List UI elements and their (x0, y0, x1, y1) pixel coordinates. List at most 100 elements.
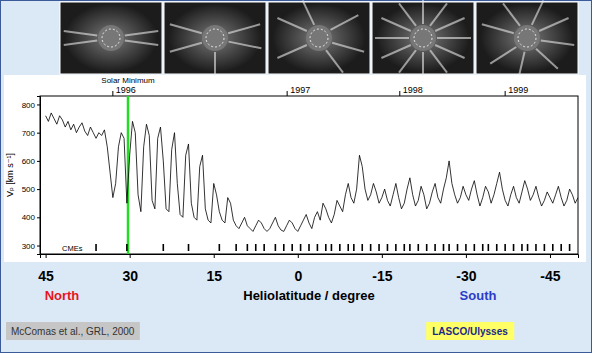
cme-mark (417, 244, 419, 251)
image-streamer (503, 3, 520, 26)
cme-mark (331, 244, 333, 251)
cme-mark (504, 244, 506, 251)
hemisphere-label: North (45, 288, 80, 303)
image-streamer (490, 47, 516, 64)
x-tick-mark (46, 254, 47, 258)
y-tick-mark (37, 133, 40, 134)
speed-line (46, 113, 578, 232)
image-streamer (170, 24, 202, 33)
image-streamer (399, 3, 416, 26)
x-tick: 30 (122, 254, 138, 284)
cme-mark (325, 244, 327, 251)
year-tick (505, 91, 506, 96)
image-streamer (214, 52, 216, 78)
coronagraph-image (60, 2, 162, 74)
x-tick-label: 30 (122, 268, 138, 284)
x-axis-title: Heliolatitude / degree (243, 288, 374, 303)
x-tick: -30 (456, 254, 476, 284)
cme-mark (521, 244, 523, 251)
solar-limb (102, 29, 120, 47)
plot-area (46, 96, 578, 254)
y-tick-mark (37, 217, 40, 218)
image-frame (476, 2, 578, 74)
occulter-disk (410, 25, 436, 51)
cme-mark (317, 244, 319, 251)
cme-mark (247, 244, 249, 251)
cme-mark (387, 244, 389, 251)
solar-limb (518, 29, 536, 47)
source-box (6, 322, 140, 340)
x-tick-mark (214, 254, 215, 258)
cme-mark (488, 244, 490, 251)
y-axis-title: Vₚ [km s⁻¹] (5, 153, 15, 197)
cme-mark (255, 244, 257, 251)
image-streamer (430, 50, 447, 73)
y-tick: 600 (22, 157, 40, 166)
coronagraph-image (268, 0, 370, 74)
annotation-label: Solar Minimum (101, 76, 155, 85)
occulter-disk (514, 25, 540, 51)
x-tick-mark (298, 254, 299, 258)
y-tick-mark (37, 104, 40, 105)
image-frame (268, 2, 370, 74)
image-streamer (541, 40, 574, 45)
image-streamer (332, 43, 364, 52)
cme-mark (403, 244, 405, 251)
cme-mark (291, 244, 293, 251)
cme-mark (263, 244, 265, 251)
cme-mark (409, 244, 411, 251)
plot-frame (40, 96, 578, 254)
image-streamer (125, 40, 158, 45)
cme-mark (395, 244, 397, 251)
image-glow (481, 4, 573, 72)
coronagraph-image (372, 0, 474, 78)
cme-mark (560, 244, 562, 251)
image-streamer (170, 43, 202, 52)
credit-box (426, 322, 514, 340)
chart-panel (4, 75, 586, 262)
x-tick-mark (130, 254, 131, 258)
y-axis: 300400500600700800 (22, 97, 41, 255)
x-tick-mark (382, 254, 383, 258)
credit-text: LASCO/Ulysses (432, 326, 508, 337)
x-tick-mark (466, 254, 467, 258)
cme-mark (378, 244, 380, 251)
image-streamer (437, 37, 471, 39)
cme-mark (370, 244, 372, 251)
x-tick: 0 (294, 254, 302, 284)
image-streamer (381, 18, 410, 31)
cme-mark (552, 244, 554, 251)
page-border (1, 1, 592, 353)
cme-mark (544, 244, 546, 251)
image-streamer (277, 45, 306, 58)
cme-mark (457, 244, 459, 251)
cme-mark (353, 244, 355, 251)
figure: 3004005006007008004530150-15-30-45Vₚ [km… (0, 0, 592, 353)
x-tick-label: -45 (540, 268, 560, 284)
x-tick-label: -15 (372, 268, 392, 284)
y-axis-line (37, 97, 41, 255)
cme-mark (347, 244, 349, 251)
cme-mark (235, 244, 237, 251)
y-tick-mark (37, 189, 40, 190)
hemisphere-label: South (460, 288, 497, 303)
image-streamer (399, 50, 416, 73)
cme-mark (513, 244, 515, 251)
image-streamer (532, 0, 544, 24)
image-streamer (64, 31, 97, 36)
image-streamer (330, 15, 358, 30)
y-tick-label: 500 (22, 185, 36, 194)
solar-limb (414, 29, 432, 47)
cme-mark (95, 244, 97, 251)
y-tick-label: 700 (22, 129, 36, 138)
y-tick: 700 (22, 129, 40, 138)
y-tick-label: 600 (22, 157, 36, 166)
y-tick-label: 400 (22, 213, 36, 222)
image-streamer (536, 49, 558, 69)
cme-mark (527, 244, 529, 251)
image-streamer (422, 0, 424, 24)
y-tick-label: 300 (22, 242, 36, 251)
y-tick: 500 (22, 185, 40, 194)
cme-mark (465, 244, 467, 251)
cme-mark (162, 244, 164, 251)
